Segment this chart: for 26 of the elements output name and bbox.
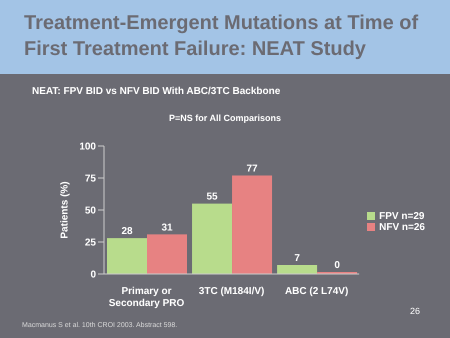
bar [232,175,272,274]
data-label: 0 [334,260,340,271]
bar [192,204,232,274]
data-label: 55 [206,192,218,203]
y-tick-label: 50 [84,206,96,217]
chart-subtitle: NEAT: FPV BID vs NFV BID With ABC/3TC Backbone [32,86,280,97]
data-label: 28 [121,226,133,238]
legend-label: NFV n=26 [379,222,425,233]
text: P=NS for All Comparisons [168,113,282,123]
chart-title: Treatment-Emergent Mutations at Time of First Treatment Failure: NEAT Study [0,0,450,74]
data-label: 77 [246,163,258,174]
bar [147,234,187,274]
bar [107,238,147,274]
y-tick-label: 75 [84,174,96,185]
x-tick-label: ABC (2 L74V) [284,286,348,297]
y-tick-label: 100 [79,142,96,153]
x-tick-label: 3TC (M184I/V) [198,286,264,297]
data-label: 7 [294,253,300,264]
data-label: 31 [161,222,173,234]
y-axis-title: Patients (%) [60,181,71,239]
bar [277,265,318,274]
y-tick-label: 0 [90,270,96,281]
x-tick-label: Primary or Secondary PRO [108,286,185,309]
legend-label: FPV n=29 [379,211,424,222]
text: 26 [410,306,420,316]
y-tick-label: 25 [84,238,96,249]
